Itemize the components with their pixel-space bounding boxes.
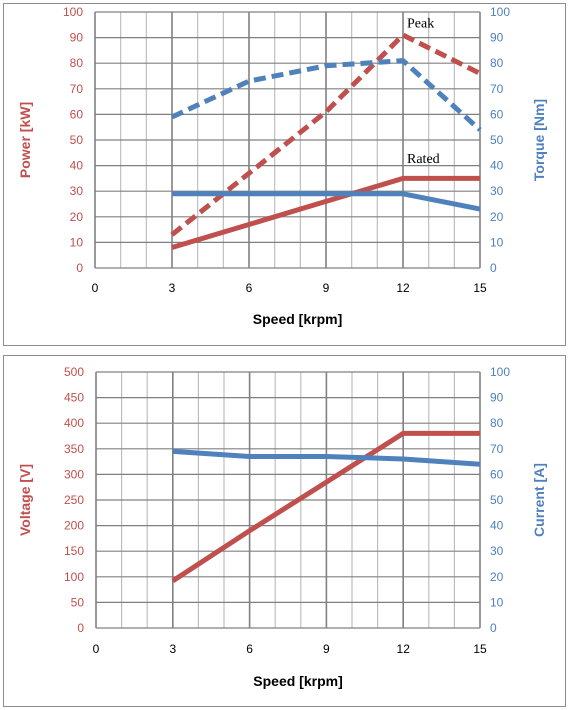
y-right-tick-label: 40 <box>490 519 504 533</box>
x-tick-label: 0 <box>92 281 99 295</box>
y-right-tick-label: 60 <box>490 467 504 481</box>
y-left-tick-label: 300 <box>64 467 84 481</box>
x-tick-label: 6 <box>246 642 253 656</box>
y-left-tick-label: 60 <box>70 107 84 121</box>
y-left-tick-label: 400 <box>64 416 84 430</box>
y-left-tick-label: 50 <box>71 595 85 609</box>
y-left-tick-label: 250 <box>64 493 84 507</box>
x-tick-label: 15 <box>473 642 487 656</box>
series-line-right-solid <box>172 448 481 467</box>
y-left-axis-title: Power [kW] <box>17 102 33 178</box>
y-left-tick-label: 0 <box>77 621 84 635</box>
y-left-tick-label: 20 <box>70 210 84 224</box>
y-left-axis-title: Voltage [V] <box>17 464 33 536</box>
annotation-label: Peak <box>407 16 434 31</box>
y-right-tick-label: 70 <box>490 442 504 456</box>
series-line-left-solid <box>171 430 480 583</box>
x-tick-label: 3 <box>169 642 176 656</box>
y-left-tick-label: 0 <box>76 261 83 275</box>
y-left-tick-label: 350 <box>64 442 84 456</box>
series-line-left-solid <box>171 175 480 250</box>
y-right-tick-label: 40 <box>490 159 504 173</box>
y-right-tick-label: 0 <box>490 621 497 635</box>
power-torque-chart-panel: 0 3 6 9 12 15 0 10 20 30 40 50 60 70 80 90 100 0 10 20 30 40 5… <box>3 3 566 346</box>
y-right-axis-title: Current [A] <box>531 463 547 537</box>
y-left-tick-label: 50 <box>70 133 84 147</box>
x-tick-label: 0 <box>93 642 100 656</box>
y-right-tick-label: 10 <box>490 235 504 249</box>
annotation-label: Rated <box>407 152 440 167</box>
voltage-current-chart: 0 3 6 9 12 1505010015020025030035040045050001… <box>17 365 547 689</box>
y-left-tick-label: 90 <box>70 31 84 45</box>
x-tick-label: 9 <box>323 642 330 656</box>
x-tick-label: 3 <box>169 281 176 295</box>
y-left-tick-label: 70 <box>70 82 84 96</box>
y-right-axis-title: Torque [Nm] <box>531 99 547 181</box>
power-torque-chart: 0 3 6 9 12 1501020304050607080901000102030405… <box>17 5 547 327</box>
y-right-tick-label: 50 <box>490 133 504 147</box>
series-line-right-dashed <box>170 58 482 132</box>
y-right-tick-label: 20 <box>490 570 504 584</box>
y-right-tick-label: 90 <box>490 31 504 45</box>
y-left-tick-label: 30 <box>70 184 84 198</box>
y-left-tick-label: 10 <box>70 235 84 249</box>
y-left-tick-label: 150 <box>64 544 84 558</box>
x-tick-label: 9 <box>323 281 330 295</box>
y-right-tick-label: 100 <box>490 365 510 379</box>
y-right-tick-label: 90 <box>490 391 504 405</box>
y-right-tick-label: 50 <box>490 493 504 507</box>
y-right-tick-label: 0 <box>490 261 497 275</box>
y-right-tick-label: 60 <box>490 107 504 121</box>
series-line-right-solid <box>172 191 481 212</box>
x-tick-label: 6 <box>246 281 253 295</box>
y-left-tick-label: 40 <box>70 159 84 173</box>
y-left-tick-label: 200 <box>64 519 84 533</box>
y-left-tick-label: 500 <box>64 365 84 379</box>
y-right-tick-label: 100 <box>490 5 510 19</box>
y-left-tick-label: 80 <box>70 56 84 70</box>
y-left-tick-label: 100 <box>63 5 83 19</box>
x-axis-title: Speed [krpm] <box>253 311 342 327</box>
voltage-current-chart-panel: 0 3 6 9 12 15 0 50 100 150 200 250 300 350 400 450 500 0 1… <box>3 355 566 707</box>
y-right-tick-label: 30 <box>490 544 504 558</box>
y-right-tick-label: 80 <box>490 416 504 430</box>
y-left-tick-label: 450 <box>64 391 84 405</box>
x-axis-title: Speed [krpm] <box>253 673 342 689</box>
x-tick-label: 15 <box>473 281 487 295</box>
y-right-tick-label: 80 <box>490 56 504 70</box>
y-right-tick-label: 20 <box>490 210 504 224</box>
y-right-tick-label: 10 <box>490 595 504 609</box>
x-tick-label: 12 <box>397 642 411 656</box>
y-right-tick-label: 70 <box>490 82 504 96</box>
x-tick-label: 12 <box>396 281 410 295</box>
y-right-tick-label: 30 <box>490 184 504 198</box>
y-left-tick-label: 100 <box>64 570 84 584</box>
